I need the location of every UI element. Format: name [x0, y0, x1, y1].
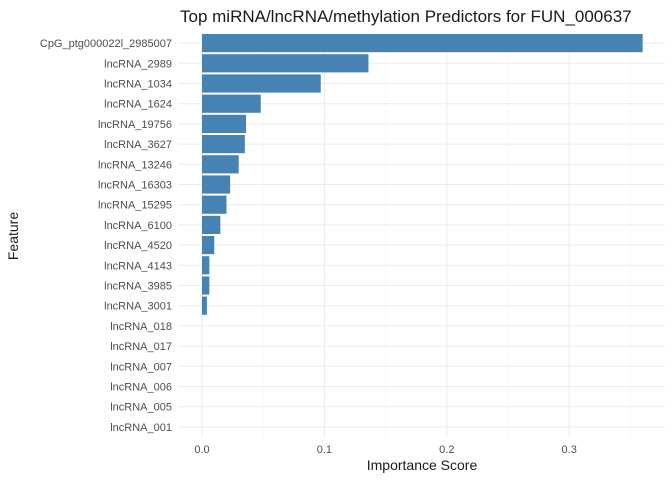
bar — [202, 195, 227, 214]
bar — [202, 114, 247, 133]
y-tick-label: lncRNA_3985 — [104, 281, 172, 293]
y-tick-label: lncRNA_19756 — [98, 119, 172, 131]
bar — [202, 256, 210, 275]
y-tick-label: lncRNA_1624 — [104, 99, 172, 111]
y-tick-label: lncRNA_017 — [110, 341, 172, 353]
y-tick-label: lncRNA_6100 — [104, 220, 172, 232]
bar — [202, 34, 643, 53]
y-tick-label: lncRNA_1034 — [104, 79, 172, 91]
bar — [202, 54, 369, 73]
y-tick-label: lncRNA_16303 — [98, 180, 172, 192]
bar — [202, 135, 245, 154]
y-tick-label: lncRNA_018 — [110, 321, 172, 333]
y-axis-title: Feature — [5, 212, 21, 260]
bars — [202, 34, 643, 315]
chart-title: Top miRNA/lncRNA/methylation Predictors … — [180, 7, 632, 26]
y-tick-label: lncRNA_3627 — [104, 139, 172, 151]
bar — [202, 74, 321, 93]
grid — [178, 33, 665, 437]
y-tick-label: lncRNA_13246 — [98, 159, 172, 171]
y-tick-label: lncRNA_005 — [110, 402, 172, 414]
y-tick-label: lncRNA_15295 — [98, 200, 172, 212]
bar — [202, 155, 239, 174]
x-tick-label: 0.3 — [562, 444, 577, 456]
bar — [202, 296, 207, 315]
y-tick-label: lncRNA_4520 — [104, 240, 172, 252]
bar — [202, 276, 210, 295]
y-tick-label: lncRNA_4143 — [104, 260, 172, 272]
x-axis-title: Importance Score — [367, 457, 478, 473]
y-tick-label: lncRNA_006 — [110, 382, 172, 394]
y-tick-label: CpG_ptg000022l_2985007 — [40, 38, 172, 50]
y-axis-labels: CpG_ptg000022l_2985007 lncRNA_2989 lncRNA_… — [40, 38, 172, 434]
y-tick-label: lncRNA_007 — [110, 361, 172, 373]
bar — [202, 94, 261, 113]
x-tick-label: 0.0 — [194, 444, 209, 456]
x-tick-label: 0.2 — [439, 444, 454, 456]
x-axis-labels: 0.0 0.1 0.2 0.3 — [194, 444, 576, 456]
y-tick-label: lncRNA_001 — [110, 422, 172, 434]
y-tick-label: lncRNA_2989 — [104, 58, 172, 70]
bar — [202, 215, 221, 234]
bar — [202, 175, 231, 194]
bar — [202, 236, 215, 255]
x-tick-label: 0.1 — [317, 444, 332, 456]
y-tick-label: lncRNA_3001 — [104, 301, 172, 313]
